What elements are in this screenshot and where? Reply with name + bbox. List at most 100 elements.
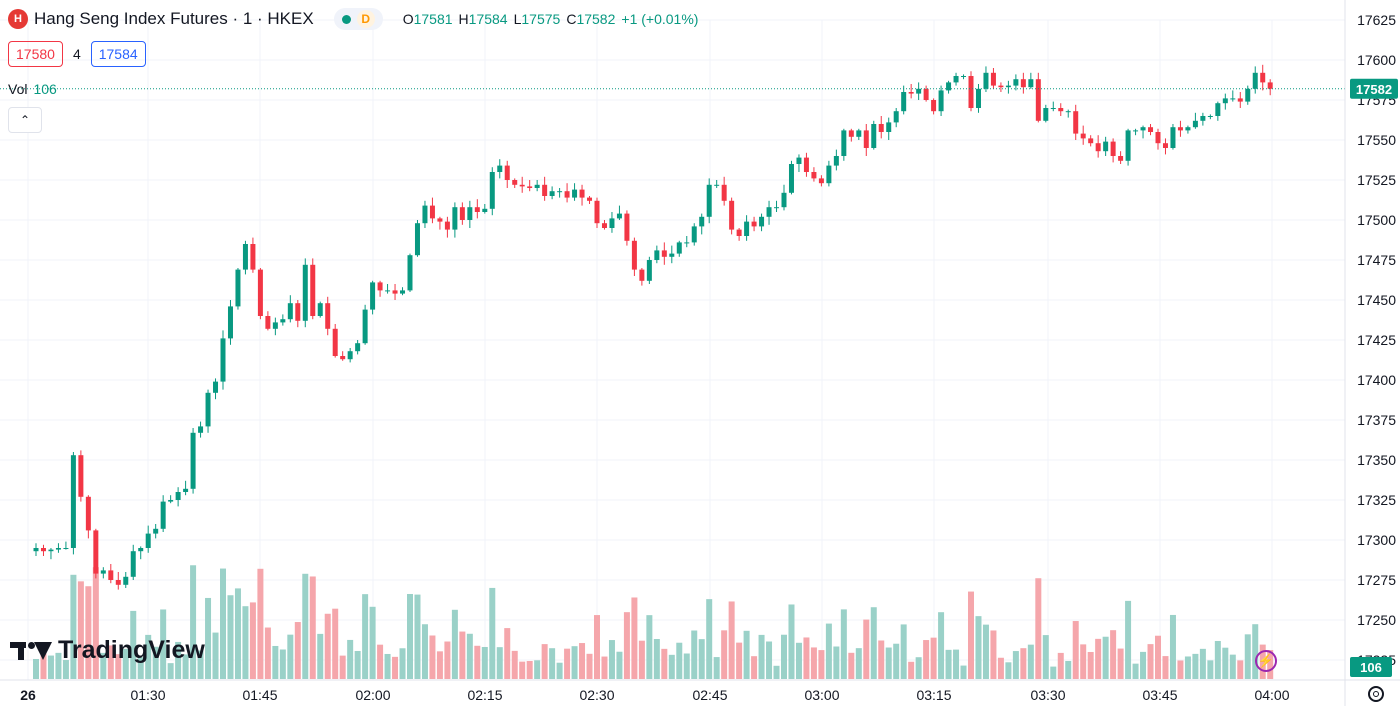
volume-bar xyxy=(309,576,316,679)
volume-bar xyxy=(1222,647,1229,679)
price-axis[interactable]: 1762517600175751755017525175001747517450… xyxy=(1344,0,1396,706)
volume-bar xyxy=(833,646,840,679)
volume-bar xyxy=(960,665,967,679)
symbol-header[interactable]: H Hang Seng Index Futures · 1 · HKEX D O… xyxy=(8,8,698,30)
volume-bar xyxy=(736,642,743,679)
volume-bar xyxy=(496,647,503,679)
volume-bar xyxy=(242,606,249,679)
candle-body xyxy=(1088,138,1094,144)
volume-bar xyxy=(803,637,810,679)
volume-bar xyxy=(631,597,638,679)
candle-body xyxy=(1148,127,1154,132)
y-tick-label: 17400 xyxy=(1357,372,1396,388)
bid-button[interactable]: 17580 xyxy=(8,41,63,67)
candle-body xyxy=(377,282,383,291)
volume-bar xyxy=(1229,654,1236,679)
candle-body xyxy=(1267,82,1273,89)
volume-bar xyxy=(182,654,189,679)
candle-body xyxy=(616,213,622,219)
y-tick-label: 17275 xyxy=(1357,572,1396,588)
volume-bar xyxy=(923,640,930,679)
candle-body xyxy=(145,533,151,548)
candle-body xyxy=(729,200,735,230)
ask-button[interactable]: 17584 xyxy=(90,41,146,67)
candle-body xyxy=(1065,111,1071,113)
volume-bar xyxy=(1102,636,1109,679)
volume-bar xyxy=(1192,653,1199,679)
volume-bar xyxy=(676,642,683,679)
candle-body xyxy=(1140,127,1146,131)
candle-body xyxy=(444,221,450,230)
candle-body xyxy=(744,221,750,236)
candle-body xyxy=(1230,98,1236,100)
candle-body xyxy=(1162,143,1168,148)
candle-body xyxy=(362,309,368,344)
volume-bar xyxy=(1042,635,1049,679)
volume-bar xyxy=(698,639,705,679)
market-status-pill[interactable]: D xyxy=(333,8,383,30)
candle-body xyxy=(684,242,690,244)
volume-bar xyxy=(130,610,137,679)
volume-bar xyxy=(1125,600,1132,679)
candle-body xyxy=(714,184,720,186)
close-label: C xyxy=(566,11,577,27)
time-axis[interactable]: 26 01:30 01:45 02:00 02:15 02:30 02:45 03:00 03:… xyxy=(0,679,1400,703)
candle-body xyxy=(1080,133,1086,139)
svg-text:106: 106 xyxy=(1360,660,1382,675)
flash-icon[interactable]: ⚡ xyxy=(1255,650,1277,672)
candle-body xyxy=(370,282,376,310)
tradingview-logo[interactable]: TradingView xyxy=(10,636,205,665)
y-tick-label: 17375 xyxy=(1357,412,1396,428)
candle-body xyxy=(48,549,54,552)
candle-body xyxy=(123,576,129,585)
volume-bar xyxy=(62,660,69,679)
x-tick-label: 03:45 xyxy=(1142,687,1177,703)
candle-body xyxy=(691,226,697,243)
candle-body xyxy=(33,548,39,552)
candle-body xyxy=(205,392,211,427)
last-volume-badge: 106 xyxy=(1350,657,1392,677)
volume-bar xyxy=(137,657,144,679)
candle-body xyxy=(452,207,458,230)
candle-body xyxy=(355,343,361,352)
symbol-title[interactable]: Hang Seng Index Futures · 1 · HKEX xyxy=(34,9,314,28)
candle-body xyxy=(863,130,869,148)
candle-body xyxy=(534,184,540,188)
candle-body xyxy=(497,165,503,172)
candle-body xyxy=(1207,116,1213,117)
last-price-badge: 17582 xyxy=(1350,78,1398,99)
volume-bar xyxy=(234,588,241,679)
candle-body xyxy=(287,303,293,320)
volume-bar xyxy=(848,652,855,679)
volume-bar xyxy=(1117,648,1124,679)
volume-bar xyxy=(1065,660,1072,679)
volume-value: 106 xyxy=(33,81,57,97)
volume-bar xyxy=(863,619,870,679)
candle-body xyxy=(661,250,667,257)
settings-icon[interactable] xyxy=(1368,686,1384,702)
candle-body xyxy=(519,184,525,187)
candle-body xyxy=(1260,72,1266,83)
volume-bar xyxy=(788,604,795,679)
collapse-legend-button[interactable]: ⌃ xyxy=(8,107,42,133)
candle-body xyxy=(706,184,712,217)
candle-body xyxy=(916,88,922,94)
candle-body xyxy=(407,255,413,291)
volume-bar xyxy=(451,609,458,679)
candle-body xyxy=(347,351,353,360)
volume-bar xyxy=(691,630,698,679)
volume-bar xyxy=(795,642,802,679)
volume-bar xyxy=(1087,651,1094,679)
market-open-dot-icon xyxy=(341,14,351,24)
volume-bar xyxy=(900,624,907,679)
candle-body xyxy=(1125,130,1131,161)
candle-body xyxy=(190,432,196,489)
candle-body xyxy=(340,356,346,360)
candle-body xyxy=(272,322,278,329)
volume-bar xyxy=(870,607,877,679)
volume-bar xyxy=(773,665,780,679)
candle-body xyxy=(826,165,832,184)
volume-bar xyxy=(302,573,309,679)
volume-bar xyxy=(70,574,77,679)
